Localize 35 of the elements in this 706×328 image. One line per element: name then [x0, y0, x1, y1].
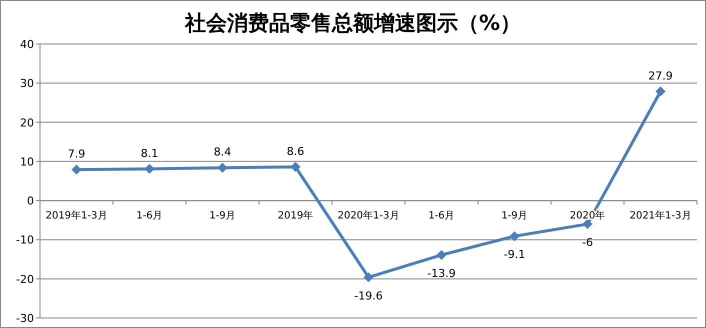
point	[290, 162, 300, 172]
point	[510, 231, 520, 242]
point	[656, 86, 666, 96]
data-label: -6	[582, 236, 593, 250]
data-label: -19.6	[354, 289, 383, 302]
y-tick-label: 10	[20, 155, 34, 168]
point	[72, 164, 82, 175]
x-tick-label: 2019年1-3月	[46, 210, 108, 222]
data-label: 8.4	[214, 146, 232, 159]
y-tick-label: 0	[27, 194, 34, 208]
x-tick-label: 2021年1-3月	[630, 210, 692, 222]
data-label: 8.6	[286, 144, 304, 158]
point	[218, 162, 228, 173]
point	[144, 164, 154, 174]
point	[582, 219, 592, 230]
x-tick-label: 2019年	[278, 210, 314, 222]
data-label: 27.9	[648, 69, 673, 82]
data-label: 7.9	[68, 148, 86, 161]
data-label: 8.1	[140, 146, 158, 160]
y-tick-label: -30	[16, 312, 34, 325]
y-tick-label: 20	[20, 116, 34, 130]
point	[364, 272, 374, 282]
y-tick-label: -10	[16, 234, 34, 247]
y-tick-label: 40	[20, 38, 34, 51]
x-tick-label: 1-6月	[136, 210, 163, 222]
x-tick-label: 2020年1-3月	[338, 210, 400, 222]
point	[436, 250, 446, 260]
data-label: -9.1	[504, 248, 526, 262]
data-label: -13.9	[427, 266, 456, 280]
x-tick-label: 1-9月	[501, 210, 528, 222]
y-tick-label: -20	[16, 272, 34, 286]
chart-title: 社会消费品零售总额增速图示（%）	[184, 11, 522, 35]
x-tick-label: 1-9月	[209, 210, 236, 222]
x-tick-label: 1-6月	[428, 210, 455, 222]
y-tick-label: 30	[20, 77, 34, 90]
